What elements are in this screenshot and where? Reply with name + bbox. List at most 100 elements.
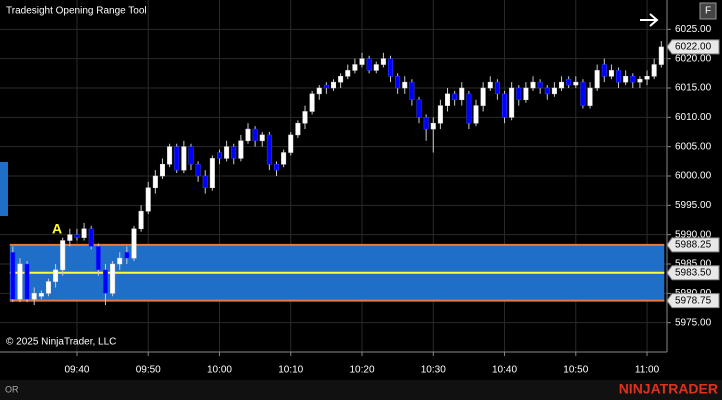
candle-body <box>31 293 37 300</box>
candle-body <box>366 58 372 71</box>
level-badge-label: 5983.50 <box>675 267 712 278</box>
candle-body <box>637 78 643 83</box>
candle-body <box>131 228 137 259</box>
indicator-title: Tradesight Opening Range Tool <box>6 6 147 17</box>
candle-body <box>167 146 173 165</box>
candle-body <box>124 252 130 259</box>
level-badge <box>666 293 720 309</box>
candle-body <box>188 146 194 165</box>
candle-body <box>416 99 422 118</box>
candle-body <box>181 146 187 171</box>
candle-body <box>38 293 44 297</box>
candle-body <box>388 58 394 77</box>
candle-body <box>658 46 664 65</box>
candle-body <box>430 122 436 130</box>
candle-body <box>395 76 401 89</box>
candle-body <box>473 105 479 124</box>
candle-body <box>24 263 30 300</box>
candle-body <box>502 93 508 118</box>
x-tick-label: 10:20 <box>349 365 374 376</box>
candle-body <box>487 81 493 89</box>
candle-body <box>601 64 607 77</box>
candle-body <box>466 93 472 124</box>
candle-body <box>516 87 522 100</box>
candle-body <box>523 87 529 100</box>
side-handle[interactable] <box>0 162 8 216</box>
candle-body <box>209 158 215 188</box>
candle-body <box>159 164 165 177</box>
candle-body <box>359 58 365 65</box>
candle-body <box>651 64 657 77</box>
y-tick-label: 6005.00 <box>675 141 712 152</box>
candle-body <box>587 87 593 106</box>
candle-body <box>630 76 636 83</box>
candle-body <box>60 240 66 271</box>
scroll-arrow[interactable] <box>640 13 659 27</box>
candle-body <box>323 84 329 89</box>
candle-body <box>509 87 515 118</box>
x-tick-label: 10:50 <box>563 365 588 376</box>
marker-label: A <box>52 221 62 237</box>
candle-body <box>117 257 123 265</box>
candle-body <box>544 87 550 95</box>
candle-body <box>102 269 108 294</box>
candle-body <box>295 122 301 136</box>
plot-area <box>0 0 667 352</box>
candle-body <box>10 252 16 300</box>
candle-body <box>238 140 244 159</box>
candle-body <box>409 81 415 100</box>
last-price-badge-label: 6022.00 <box>675 42 712 53</box>
y-tick-label: 5995.00 <box>675 200 712 211</box>
candle-body <box>245 128 251 142</box>
candle-body <box>110 263 116 294</box>
candle-body <box>559 81 565 89</box>
y-tick-label: 6020.00 <box>675 53 712 64</box>
x-tick-label: 11:00 <box>635 365 660 376</box>
candle-body <box>380 58 386 65</box>
candle-body <box>623 76 629 83</box>
y-tick-label: 6025.00 <box>675 24 712 35</box>
candle-body <box>537 81 543 89</box>
candle-body <box>88 228 94 247</box>
candle-body <box>281 152 287 165</box>
candle-body <box>352 64 358 71</box>
candle-body <box>452 93 458 100</box>
candle-body <box>231 146 237 159</box>
candle-body <box>594 70 600 89</box>
candle-body <box>195 164 201 177</box>
candle-body <box>67 234 73 241</box>
y-tick-label: 6010.00 <box>675 112 712 123</box>
candle-body <box>17 263 23 300</box>
candle-body <box>145 187 151 212</box>
candle-body <box>459 87 465 100</box>
f-button[interactable] <box>699 2 717 20</box>
x-tick-label: 09:50 <box>136 365 161 376</box>
x-tick-label: 10:00 <box>207 365 232 376</box>
level-badge <box>666 237 720 253</box>
candle-body <box>288 134 294 153</box>
candle-body <box>494 81 500 95</box>
candle-body <box>402 81 408 89</box>
candle-body <box>316 87 322 95</box>
candle-body <box>224 146 230 159</box>
candle-body <box>445 93 451 106</box>
tab-label[interactable]: OR <box>5 384 19 394</box>
candle-body <box>202 175 208 188</box>
x-tick-label: 10:40 <box>492 365 517 376</box>
candle-body <box>551 87 557 95</box>
candle-body <box>530 81 536 89</box>
y-tick-label: 6000.00 <box>675 171 712 182</box>
candle-body <box>53 269 59 282</box>
y-tick-label: 5975.00 <box>675 317 712 328</box>
candle-body <box>573 81 579 86</box>
candle-body <box>45 281 51 294</box>
f-button-label[interactable]: F <box>705 6 711 17</box>
x-tick-label: 10:30 <box>421 365 446 376</box>
candle-body <box>138 210 144 230</box>
x-tick-label: 09:40 <box>64 365 89 376</box>
candle-body <box>74 234 80 238</box>
candle-body <box>345 70 351 77</box>
candle-body <box>273 164 279 171</box>
candle-body <box>566 78 572 86</box>
